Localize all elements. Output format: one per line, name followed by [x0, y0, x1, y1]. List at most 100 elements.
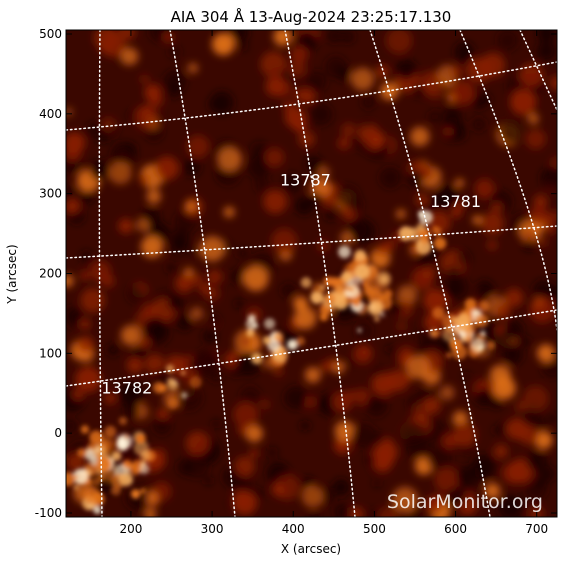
- texture-blob: [376, 242, 390, 256]
- texture-blob: [444, 274, 470, 301]
- texture-blob: [274, 474, 300, 501]
- solar-image: [66, 30, 557, 517]
- texture-blob: [454, 200, 465, 212]
- texture-blob: [79, 191, 93, 204]
- texture-blob: [490, 397, 503, 409]
- texture-blob: [400, 421, 425, 446]
- plage-blob: [166, 377, 175, 386]
- texture-blob: [351, 423, 377, 449]
- texture-blob: [423, 396, 441, 414]
- texture-blob: [207, 269, 223, 285]
- grid-line: [98, 30, 103, 517]
- plage-blob: [416, 222, 426, 232]
- texture-blob: [66, 145, 81, 162]
- texture-blob: [360, 346, 371, 356]
- texture-blob: [374, 456, 392, 473]
- texture-blob: [186, 135, 210, 158]
- plage-blob: [273, 334, 279, 340]
- texture-blob: [549, 75, 557, 91]
- texture-blob: [247, 155, 271, 179]
- texture-blob: [336, 66, 352, 82]
- texture-blob: [419, 70, 442, 93]
- texture-blob: [341, 123, 356, 138]
- texture-blob: [176, 314, 193, 331]
- plage-blob: [331, 277, 340, 287]
- texture-blob: [182, 158, 201, 177]
- plage-blob: [398, 226, 414, 241]
- y-tick-label: 200: [39, 267, 62, 281]
- texture-blob: [351, 67, 375, 91]
- texture-blob: [234, 456, 255, 477]
- plage-blob: [445, 352, 452, 359]
- texture-blob: [80, 287, 106, 313]
- texture-blob: [397, 321, 407, 331]
- bright-plage: [66, 210, 496, 515]
- texture-blob: [265, 148, 285, 167]
- texture-blob: [392, 486, 418, 513]
- plage-blob: [464, 298, 477, 310]
- texture-blob: [396, 59, 417, 80]
- texture-blob: [266, 446, 279, 459]
- texture-blob: [333, 503, 351, 517]
- texture-blob: [364, 129, 386, 151]
- texture-blob: [538, 465, 555, 482]
- texture-blob: [334, 420, 355, 442]
- texture-blob: [458, 53, 471, 66]
- texture-blob: [126, 357, 144, 374]
- texture-blob: [503, 345, 523, 365]
- plage-blob: [130, 489, 141, 499]
- texture-blob: [124, 142, 137, 155]
- texture-blob: [534, 431, 553, 449]
- texture-blob: [536, 41, 556, 61]
- texture-blob: [101, 117, 116, 132]
- texture-blob: [537, 30, 556, 43]
- texture-blob: [199, 236, 225, 262]
- texture-blob: [549, 210, 557, 222]
- texture-blob: [260, 399, 270, 410]
- plage-blob: [167, 398, 179, 409]
- plage-blob: [324, 293, 336, 304]
- plage-blob: [246, 328, 255, 337]
- plage-blob: [84, 487, 100, 504]
- texture-blob: [152, 416, 172, 436]
- texture-blob: [396, 209, 406, 219]
- texture-blob: [79, 318, 91, 330]
- x-tick-label: 600: [444, 522, 467, 536]
- plage-blob: [452, 344, 467, 360]
- watermark: SolarMonitor.org: [387, 491, 543, 513]
- texture-blob: [484, 483, 501, 499]
- texture-blob: [101, 274, 115, 288]
- plage-blob: [319, 313, 328, 321]
- texture-blob: [241, 336, 251, 346]
- texture-blob: [472, 215, 482, 225]
- texture-blob: [303, 36, 317, 50]
- texture-blob: [365, 394, 388, 417]
- texture-blob: [452, 410, 468, 426]
- heliographic-grid: [66, 30, 557, 517]
- texture-blob: [492, 425, 503, 436]
- texture-blob: [140, 74, 149, 84]
- x-axis-label: X (arcsec): [281, 542, 341, 556]
- texture-blob: [204, 285, 220, 301]
- plage-blob: [89, 430, 103, 445]
- texture-blob: [290, 45, 308, 64]
- texture-blob: [107, 344, 120, 357]
- plage-blob: [93, 477, 102, 486]
- plage-blob: [72, 468, 89, 484]
- texture-blob: [126, 285, 145, 303]
- texture-blob: [165, 262, 177, 274]
- texture-blob: [120, 47, 139, 66]
- texture-blob: [452, 422, 477, 447]
- texture-blob: [233, 402, 259, 428]
- texture-blob: [445, 486, 467, 508]
- texture-blob: [537, 344, 555, 363]
- texture-blob: [190, 246, 199, 255]
- texture-blob: [361, 95, 376, 110]
- texture-blob: [217, 147, 242, 172]
- texture-blob: [300, 420, 310, 431]
- texture-blob: [479, 93, 491, 106]
- plage-blob: [139, 463, 150, 475]
- texture-blob: [124, 403, 140, 420]
- texture-blob: [503, 320, 523, 340]
- texture-blob: [301, 485, 324, 508]
